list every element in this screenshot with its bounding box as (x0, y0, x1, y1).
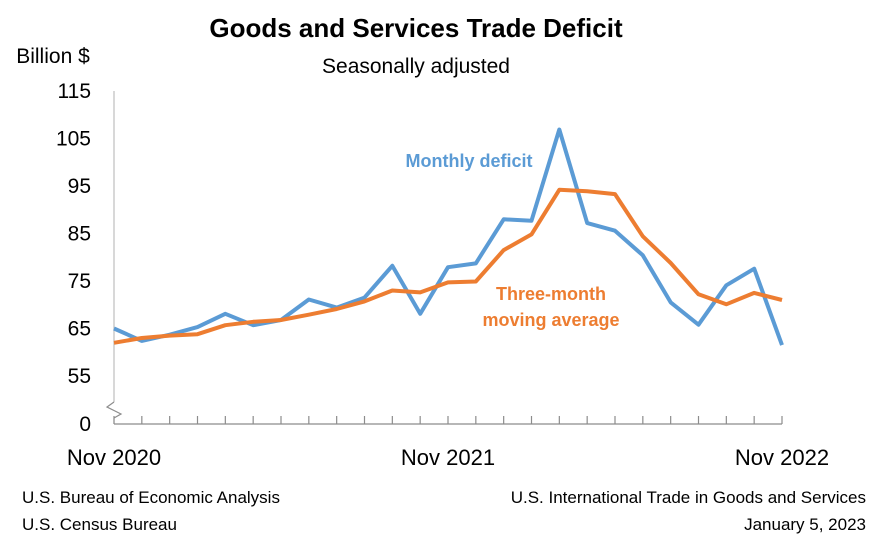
series-label-monthly-deficit: Monthly deficit (406, 151, 533, 171)
series-line-monthly-deficit (113, 127, 784, 346)
y-tick-label: 75 (68, 270, 91, 293)
x-tick-label: Nov 2022 (735, 445, 829, 470)
series-label-moving-average-line1: Three-month (496, 284, 606, 304)
x-tick-label: Nov 2020 (67, 445, 161, 470)
series-line-moving-average (113, 187, 783, 345)
y-tick-label: 65 (68, 318, 91, 341)
source-left-line2: U.S. Census Bureau (22, 515, 177, 534)
y-tick-label: 115 (58, 80, 91, 103)
axis-break-icon (105, 401, 123, 419)
source-right-line1: U.S. International Trade in Goods and Se… (511, 488, 866, 507)
y-tick-label: 55 (68, 365, 91, 388)
x-axis-ticks: Nov 2020 Nov 2021 Nov 2022 (67, 416, 829, 470)
axes (105, 91, 782, 425)
y-tick-label: 85 (68, 223, 91, 246)
source-left-line1: U.S. Bureau of Economic Analysis (22, 488, 280, 507)
x-tick-label: Nov 2021 (401, 445, 495, 470)
y-tick-label: 95 (68, 175, 91, 198)
series-label-moving-average-line2: moving average (482, 310, 619, 330)
chart-title: Goods and Services Trade Deficit (209, 13, 623, 43)
y-axis-ticks: 115 105 95 85 75 65 55 0 (56, 80, 91, 436)
y-axis-unit-label: Billion $ (16, 45, 90, 68)
chart-subtitle: Seasonally adjusted (322, 55, 510, 78)
source-right-line2: January 5, 2023 (744, 515, 866, 534)
y-tick-label: 105 (56, 128, 91, 151)
y-tick-label: 0 (79, 413, 91, 436)
